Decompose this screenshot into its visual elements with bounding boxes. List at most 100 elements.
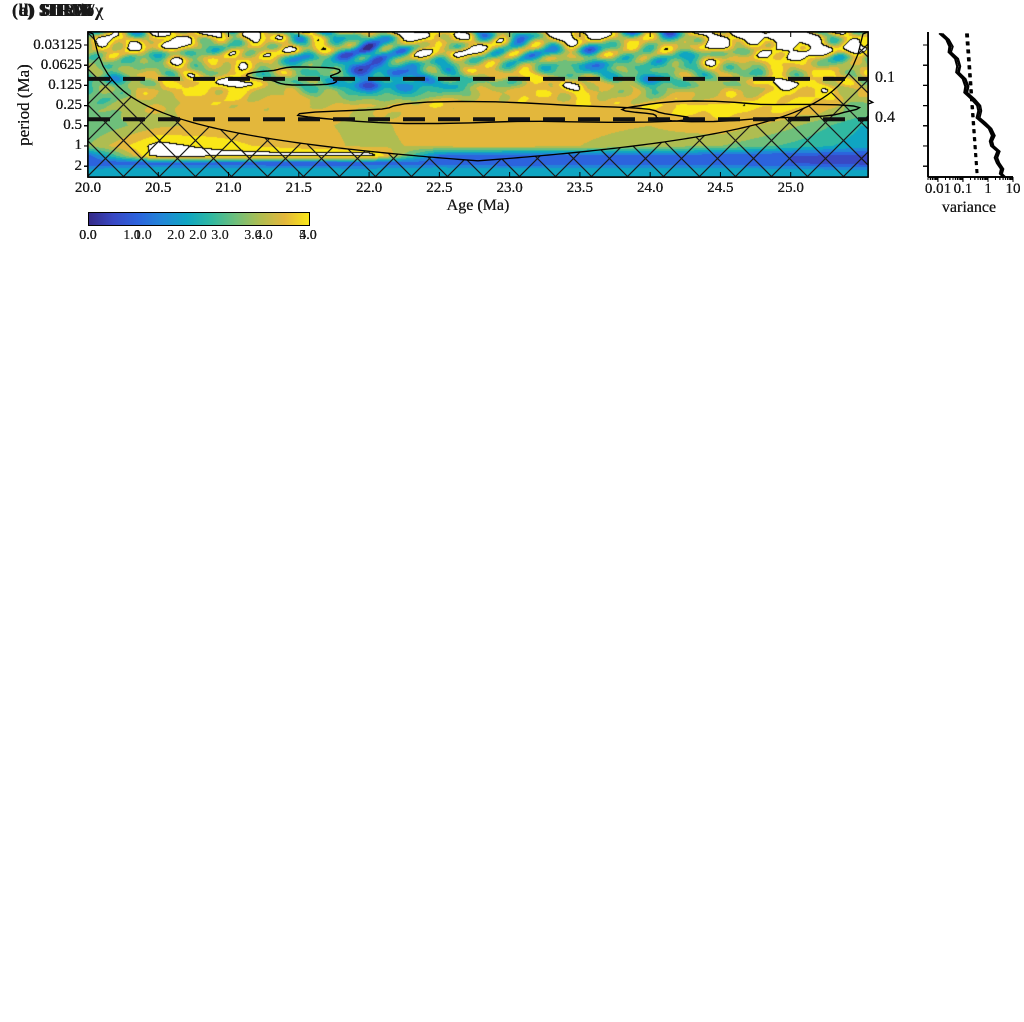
x-axis-tick: 24.5: [707, 180, 734, 196]
x-axis-tick: 20.5: [145, 180, 172, 196]
x-axis-tick: 24.0: [637, 180, 664, 196]
dashed-period-label-04: 0.4: [875, 109, 895, 127]
colorbar-tick: 0.0: [79, 228, 97, 243]
x-axis-tick: 22.5: [426, 180, 453, 196]
y-axis-tick: 2: [74, 157, 83, 174]
colorbar-tick: 2.0: [189, 228, 207, 243]
x-axis-tick: 20.5: [145, 180, 172, 196]
y-axis-tick: 0.5: [63, 117, 82, 134]
x-axis-tick: 23.0: [496, 180, 523, 196]
x-axis-tick: 22.0: [355, 180, 383, 196]
colorbar-tick: 3.0: [244, 228, 262, 243]
colorbar-tick: 5.0: [299, 228, 317, 243]
wavelet-heatmap: [88, 32, 868, 177]
x-axis-tick: 20.5: [145, 180, 172, 196]
dashed-period-label-04: 0.4: [875, 109, 895, 127]
y-axis-tick: 0.25: [55, 97, 82, 114]
x-axis-label: Age (Ma): [446, 197, 510, 214]
x-axis-tick: 22.5: [426, 180, 453, 196]
panel-title: (c) S-ratio: [12, 0, 95, 20]
x-axis-tick: 22.5: [426, 180, 453, 196]
variance-axis-label: variance: [941, 199, 997, 216]
colorbar-tick: 2.0: [167, 228, 185, 243]
y-axis-tick: 1: [74, 137, 83, 154]
y-axis-tick: 0.03125: [33, 36, 82, 53]
colorbar-tick: 1.0: [134, 228, 152, 243]
variance-tick-label: 10: [1005, 181, 1021, 197]
colorbar-tick: 3.0: [211, 228, 229, 243]
y-axis-tick: 1: [74, 137, 83, 154]
variance-tick-label: 0.1: [953, 181, 973, 197]
x-axis-tick: 25.0: [777, 180, 804, 196]
colorbar-tick: 1.0: [134, 228, 152, 243]
variance-axis-label: variance: [941, 199, 997, 216]
x-axis-label: Age (Ma): [446, 197, 510, 214]
colorbar: [88, 212, 310, 226]
variance-tick-label: 1: [984, 181, 992, 197]
y-axis-tick: 0.25: [55, 97, 82, 114]
y-axis-tick: 0.03125: [33, 36, 82, 53]
x-axis-tick: 24.5: [707, 180, 734, 196]
x-axis-tick: 21.0: [215, 180, 242, 196]
colorbar-tick: 2.0: [189, 228, 207, 243]
y-axis-tick: 2: [74, 157, 83, 174]
global-wavelet-curve: [938, 32, 1004, 178]
colorbar-tick: 2.0: [167, 228, 185, 243]
colorbar-tick: 3.0: [244, 228, 262, 243]
y-axis-tick: 0.0625: [40, 56, 82, 73]
y-axis-tick: 0.0625: [40, 56, 82, 73]
variance-tick-label: 1: [984, 181, 992, 197]
x-axis-tick: 23.0: [496, 180, 523, 196]
x-axis-tick: 21.5: [285, 180, 312, 196]
y-axis-tick: 0.5: [63, 117, 82, 134]
x-axis-tick: 22.0: [355, 180, 383, 196]
colorbar-tick: 4.0: [299, 228, 317, 243]
x-axis-tick: 25.0: [777, 180, 804, 196]
y-axis-tick: 0.5: [63, 117, 82, 134]
dashed-period-label-01: 0.1: [875, 68, 895, 86]
y-axis-tick: 2: [74, 157, 83, 174]
x-axis-tick: 24.0: [637, 180, 664, 196]
x-axis-tick: 20.0: [74, 180, 102, 196]
colorbar-tick: 4.0: [255, 228, 273, 243]
variance-tick-label: 10: [1005, 181, 1021, 197]
y-axis-tick: 0.03125: [33, 36, 82, 53]
y-axis-tick: 0.03125: [33, 36, 82, 53]
x-axis-tick: 21.0: [215, 180, 242, 196]
variance-axis-label: variance: [941, 199, 997, 216]
variance-tick-label: 0.01: [924, 181, 952, 197]
colorbar-tick: 0.0: [79, 228, 97, 243]
x-axis-tick: 21.5: [285, 180, 312, 196]
panel-title: (d) SIRM/χ: [12, 0, 104, 20]
x-axis-tick: 23.5: [566, 180, 594, 196]
variance-tick-label: 1: [984, 181, 992, 197]
x-axis-tick: 22.0: [355, 180, 383, 196]
variance-plot: [923, 32, 1014, 182]
y-axis-tick: 0.125: [48, 76, 82, 93]
x-axis-tick: 24.5: [707, 180, 734, 196]
x-axis-tick: 21.0: [215, 180, 242, 196]
x-axis-tick: 20.0: [74, 180, 102, 196]
x-axis-tick: 21.5: [285, 180, 312, 196]
panel-title: (b) HIRM: [12, 0, 94, 20]
x-axis-tick: 20.0: [74, 180, 102, 196]
x-axis-tick: 25.0: [777, 180, 804, 196]
x-axis-tick: 23.0: [496, 180, 523, 196]
y-axis-tick: 0.125: [48, 76, 82, 93]
variance-tick-label: 0.01: [924, 181, 952, 197]
variance-tick-label: 0.01: [924, 181, 952, 197]
panel-title: (a) SIRM: [12, 0, 89, 20]
colorbar-tick: 5.0: [299, 228, 317, 243]
dashed-period-label-04: 0.4: [875, 109, 895, 127]
variance-tick-label: 10: [1005, 181, 1021, 197]
colorbar-tick: 4.0: [299, 228, 317, 243]
y-axis-tick: 0.125: [48, 76, 82, 93]
variance-tick-label: 1: [984, 181, 992, 197]
y-axis-tick: 1: [74, 137, 83, 154]
x-axis-tick: 24.5: [707, 180, 734, 196]
dashed-period-label-01: 0.1: [875, 68, 895, 86]
dashed-period-label-04: 0.4: [875, 109, 895, 127]
y-axis-tick: 0.0625: [40, 56, 82, 73]
x-axis-tick: 24.0: [637, 180, 664, 196]
colorbar-tick: 3.0: [211, 228, 229, 243]
